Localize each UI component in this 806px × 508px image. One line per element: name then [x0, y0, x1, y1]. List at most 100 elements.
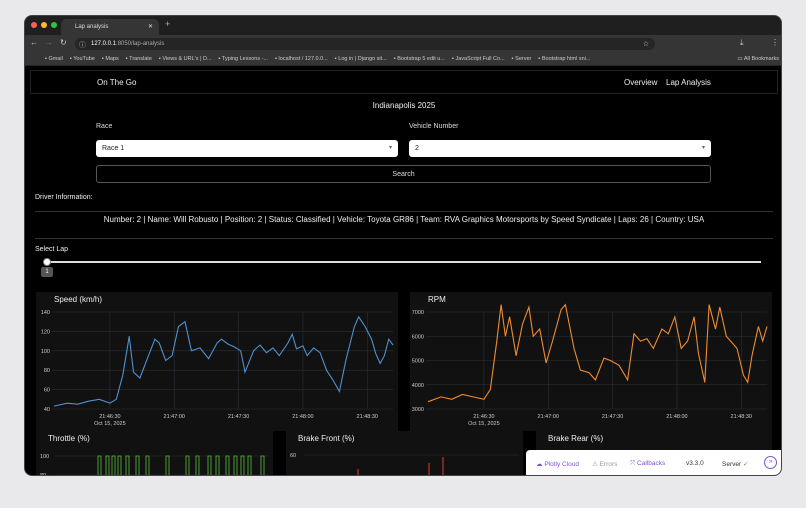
- data-point: [708, 304, 710, 306]
- x-tick-label: 21:48:30: [357, 414, 378, 420]
- throttle-spike: [185, 455, 190, 475]
- bookmark-item[interactable]: ▪ JavaScript Full Co...: [451, 56, 505, 62]
- data-point: [704, 382, 706, 383]
- data-point: [122, 374, 124, 376]
- expand-debug-icon[interactable]: »: [764, 456, 777, 469]
- new-tab-button[interactable]: +: [165, 19, 171, 29]
- menu-icon[interactable]: ⋮: [771, 38, 779, 47]
- data-point: [227, 343, 229, 345]
- throttle-spike: [247, 455, 252, 475]
- data-point: [751, 355, 753, 356]
- minimize-window-button[interactable]: [41, 22, 47, 28]
- bookmark-item[interactable]: ▪ Server: [511, 56, 532, 62]
- data-point: [646, 338, 648, 339]
- race-dropdown[interactable]: Race 1 ▾: [96, 140, 398, 157]
- plotly-cloud-button[interactable]: ☁ Plotly Cloud: [536, 461, 579, 468]
- data-point: [680, 348, 682, 349]
- bookmark-item[interactable]: ▪ Log in | Django sit...: [334, 56, 387, 62]
- bookmark-item[interactable]: ▪ YouTube: [69, 56, 95, 62]
- data-point: [139, 377, 141, 379]
- bookmark-item[interactable]: ▪ Typing Lessons -...: [218, 56, 269, 62]
- data-point: [618, 365, 620, 366]
- data-point: [532, 335, 534, 337]
- data-point: [698, 352, 699, 354]
- vehicle-dropdown[interactable]: 2 ▾: [409, 140, 711, 157]
- throttle-spike: [111, 455, 116, 475]
- data-point: [565, 304, 566, 306]
- data-point: [515, 355, 517, 356]
- bookmark-item[interactable]: ▪ Translate: [125, 56, 152, 62]
- throttle-chart: Throttle (%) 80 100: [36, 431, 273, 475]
- errors-button[interactable]: ⚠ Errors: [592, 461, 618, 468]
- y-tick-label: 60: [44, 388, 50, 394]
- throttle-spike: [97, 455, 102, 475]
- series-line: [427, 303, 768, 403]
- x-tick-label: 21:46:30: [473, 414, 494, 420]
- vehicle-value: 2: [415, 145, 419, 152]
- chart-title: Speed (km/h): [54, 295, 102, 304]
- lap-slider-handle[interactable]: [43, 258, 51, 266]
- reload-icon[interactable]: ↻: [60, 38, 67, 47]
- data-point: [661, 328, 663, 330]
- data-point: [440, 396, 442, 398]
- data-point: [509, 316, 510, 318]
- data-point: [472, 396, 474, 398]
- throttle-spike: [215, 455, 220, 475]
- data-point: [462, 394, 463, 395]
- site-info-icon[interactable]: ⓘ: [79, 42, 86, 49]
- data-point: [259, 344, 261, 346]
- maximize-window-button[interactable]: [51, 22, 57, 28]
- brand[interactable]: On The Go: [97, 78, 137, 87]
- bookmark-star-icon[interactable]: ☆: [642, 41, 649, 48]
- callbacks-button[interactable]: ⤧ Callbacks: [630, 460, 666, 467]
- y-tick-label: 120: [41, 329, 50, 335]
- browser-window: Lap analysis ✕ + ← → ↻ ⓘ 127.0.0.1:8050/la…: [24, 15, 782, 476]
- url-path: :8050/lap-analysis: [116, 41, 165, 47]
- data-point: [154, 338, 156, 340]
- nav-lap-analysis[interactable]: Lap Analysis: [666, 78, 711, 87]
- bookmark-item[interactable]: ▪ Bootstrap html sni...: [538, 56, 591, 62]
- data-point: [384, 355, 385, 356]
- bookmark-item[interactable]: ▪ Maps: [101, 56, 119, 62]
- forward-icon[interactable]: →: [45, 38, 53, 47]
- data-point: [388, 338, 390, 340]
- bookmark-item[interactable]: ▪ Views & URL's | D...: [158, 56, 212, 62]
- data-point: [674, 316, 676, 318]
- data-point: [766, 326, 768, 327]
- data-point: [287, 342, 289, 344]
- throttle-spike: [260, 455, 265, 475]
- close-tab-icon[interactable]: ✕: [147, 24, 153, 30]
- all-bookmarks[interactable]: ▭ All Bookmarks: [737, 56, 779, 62]
- data-point: [88, 400, 89, 402]
- close-window-button[interactable]: [31, 22, 37, 28]
- data-point: [762, 340, 764, 342]
- data-point: [588, 372, 590, 373]
- tab-title: Lap analysis: [75, 24, 109, 30]
- bookmark-item[interactable]: ▪ Gmail: [45, 56, 63, 62]
- lap-slider-track[interactable]: [45, 261, 761, 263]
- data-point: [603, 357, 605, 359]
- download-icon[interactable]: ⤓: [740, 38, 744, 47]
- brake-front-chart: Brake Front (%) 60: [286, 431, 523, 475]
- driver-heading: Driver Information:: [35, 194, 93, 201]
- back-icon[interactable]: ←: [30, 38, 38, 47]
- nav-overview[interactable]: Overview: [624, 78, 658, 87]
- browser-tab[interactable]: Lap analysis ✕: [61, 19, 159, 35]
- data-point: [627, 379, 628, 381]
- chevron-down-icon: ▾: [701, 145, 705, 151]
- data-point: [208, 358, 209, 359]
- data-point: [427, 401, 429, 403]
- data-point: [693, 316, 695, 318]
- url-bar[interactable]: ⓘ 127.0.0.1:8050/lap-analysis ☆: [75, 38, 655, 50]
- bookmark-item[interactable]: ▪ localhost / 127.0.0...: [275, 56, 328, 62]
- data-point: [545, 362, 547, 364]
- chart-title: RPM: [428, 295, 446, 304]
- data-point: [253, 350, 254, 352]
- divider: [35, 238, 773, 239]
- bookmark-item[interactable]: ▪ Bootstrap 5 edit u...: [393, 56, 445, 62]
- data-point: [505, 335, 506, 337]
- bookmarks-list: ▪ Gmail ▪ YouTube ▪ Maps ▪ Translate ▪ Views…: [45, 56, 590, 62]
- data-point: [483, 399, 485, 400]
- throttle-spike: [225, 455, 230, 475]
- search-button[interactable]: Search: [96, 165, 711, 183]
